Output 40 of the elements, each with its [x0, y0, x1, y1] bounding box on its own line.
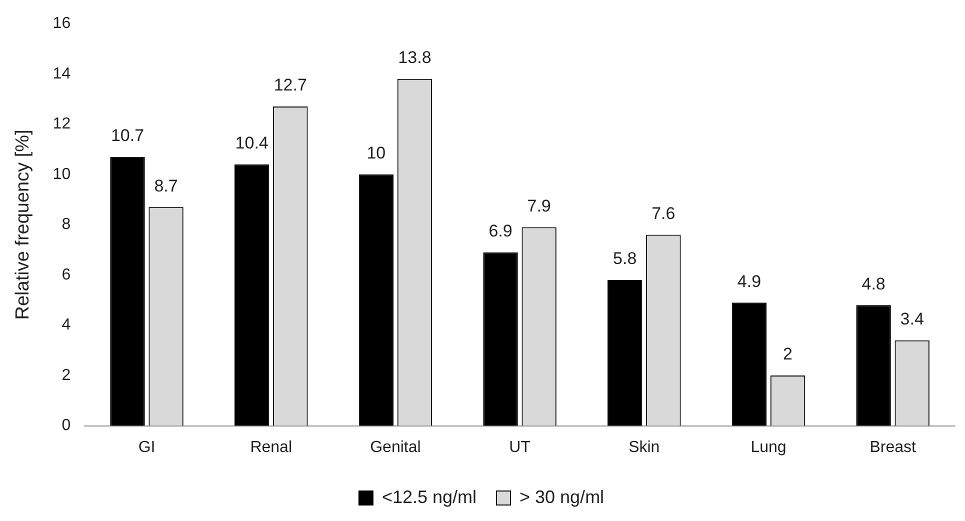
- x-tick-label: GI: [138, 438, 156, 456]
- data-label: 10.4: [235, 134, 268, 153]
- x-tick-label: Genital: [370, 438, 421, 456]
- data-label: 12.7: [274, 76, 307, 95]
- data-label: 3.4: [900, 310, 924, 329]
- y-tick-label: 6: [62, 266, 71, 284]
- bar: [110, 156, 145, 426]
- legend-label: > 30 ng/ml: [520, 486, 604, 507]
- data-label: 8.7: [154, 176, 178, 196]
- data-label: 13.8: [398, 48, 432, 68]
- x-tick-label: Skin: [628, 438, 660, 456]
- data-label: 2: [783, 344, 792, 364]
- bar: [608, 280, 642, 426]
- bar: [234, 164, 270, 426]
- data-label: 7.9: [527, 196, 551, 216]
- data-label: 10.7: [110, 126, 144, 146]
- data-label: 10: [366, 144, 386, 163]
- data-label: 7.6: [652, 204, 676, 223]
- data-label: 5.8: [613, 249, 637, 268]
- y-tick-label: 10: [52, 166, 71, 183]
- bar: [358, 174, 394, 426]
- x-tick-label: UT: [509, 438, 531, 456]
- bar: [856, 305, 891, 426]
- y-tick-label: 16: [52, 15, 71, 32]
- y-tick-label: 8: [62, 216, 71, 234]
- data-label: 4.9: [737, 272, 762, 291]
- x-tick-label: Lung: [750, 438, 786, 456]
- data-label: 6.9: [488, 222, 512, 241]
- y-tick-label: 0: [62, 417, 71, 434]
- x-tick-label: Renal: [250, 438, 292, 456]
- y-tick-label: 12: [52, 116, 71, 133]
- bar: [483, 252, 518, 426]
- bar: [732, 302, 767, 426]
- y-tick-label: 2: [62, 366, 71, 384]
- legend-label: <12.5 ng/ml: [382, 486, 477, 507]
- y-tick-label: 14: [52, 65, 71, 82]
- data-label: 4.8: [862, 274, 886, 294]
- y-axis-title: Relative frequency [%]: [12, 130, 34, 320]
- y-tick-label: 4: [62, 316, 71, 334]
- x-tick-label: Breast: [870, 438, 916, 456]
